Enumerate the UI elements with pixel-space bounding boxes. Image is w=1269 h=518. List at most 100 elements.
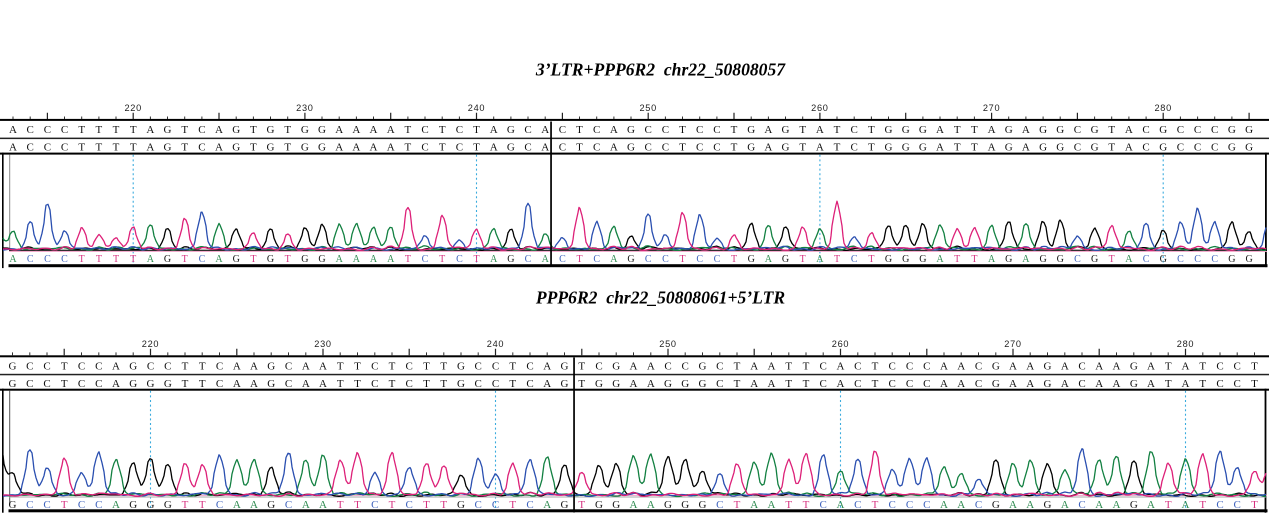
svg-text:A: A <box>233 499 241 511</box>
svg-text:G: G <box>267 124 275 136</box>
svg-text:G: G <box>164 142 172 154</box>
svg-text:G: G <box>301 124 309 136</box>
svg-text:G: G <box>595 499 603 511</box>
svg-text:A: A <box>387 254 395 265</box>
svg-text:C: C <box>906 378 913 390</box>
svg-text:C: C <box>147 361 154 373</box>
svg-text:A: A <box>1147 499 1155 511</box>
svg-text:A: A <box>543 378 551 390</box>
svg-text:C: C <box>95 378 102 390</box>
svg-text:A: A <box>302 499 310 511</box>
svg-text:T: T <box>389 378 396 390</box>
svg-text:C: C <box>923 361 930 373</box>
svg-text:G: G <box>1005 254 1012 265</box>
svg-text:G: G <box>902 254 909 265</box>
svg-text:270: 270 <box>983 103 1000 113</box>
svg-text:C: C <box>526 378 533 390</box>
svg-text:A: A <box>319 361 327 373</box>
svg-text:T: T <box>971 254 977 265</box>
svg-text:A: A <box>112 499 120 511</box>
svg-text:T: T <box>250 254 256 265</box>
svg-text:G: G <box>129 378 137 390</box>
svg-text:T: T <box>130 124 137 136</box>
svg-text:C: C <box>406 499 413 511</box>
svg-text:C: C <box>216 378 223 390</box>
svg-text:A: A <box>541 142 549 154</box>
svg-text:C: C <box>475 378 482 390</box>
svg-text:C: C <box>1234 361 1241 373</box>
svg-text:G: G <box>699 499 707 511</box>
svg-text:C: C <box>664 361 671 373</box>
svg-text:A: A <box>768 499 776 511</box>
svg-text:T: T <box>405 142 412 154</box>
svg-text:T: T <box>954 142 961 154</box>
svg-text:G: G <box>232 142 240 154</box>
svg-text:C: C <box>889 499 896 511</box>
svg-text:A: A <box>1182 378 1190 390</box>
svg-text:G: G <box>267 499 275 511</box>
svg-text:G: G <box>1160 254 1167 265</box>
svg-text:T: T <box>576 124 583 136</box>
svg-text:C: C <box>1194 124 1201 136</box>
svg-text:G: G <box>992 378 1000 390</box>
svg-text:G: G <box>992 499 1000 511</box>
svg-text:C: C <box>43 499 50 511</box>
svg-text:T: T <box>872 378 879 390</box>
svg-text:C: C <box>78 361 85 373</box>
svg-text:T: T <box>61 499 68 511</box>
svg-text:T: T <box>834 142 841 154</box>
svg-text:G: G <box>507 124 515 136</box>
svg-text:G: G <box>147 378 155 390</box>
svg-text:A: A <box>352 124 360 136</box>
svg-text:250: 250 <box>639 103 656 113</box>
svg-text:260: 260 <box>811 103 828 113</box>
svg-text:220: 220 <box>124 103 141 113</box>
svg-text:C: C <box>44 254 51 265</box>
svg-text:T: T <box>389 361 396 373</box>
svg-text:C: C <box>61 254 68 265</box>
svg-text:G: G <box>664 499 672 511</box>
svg-text:C: C <box>406 361 413 373</box>
svg-text:T: T <box>473 254 479 265</box>
svg-text:G: G <box>267 142 275 154</box>
svg-text:A: A <box>490 142 498 154</box>
svg-text:C: C <box>78 499 85 511</box>
svg-text:280: 280 <box>1154 103 1171 113</box>
svg-text:A: A <box>837 499 845 511</box>
svg-text:C: C <box>1211 124 1218 136</box>
svg-text:G: G <box>1091 124 1099 136</box>
svg-text:G: G <box>782 124 790 136</box>
svg-text:G: G <box>1159 142 1167 154</box>
svg-text:A: A <box>1125 124 1133 136</box>
svg-text:C: C <box>492 361 499 373</box>
svg-text:270: 270 <box>1004 339 1021 349</box>
svg-text:T: T <box>96 142 103 154</box>
svg-text:T: T <box>439 142 446 154</box>
svg-text:C: C <box>559 142 566 154</box>
svg-text:C: C <box>889 361 896 373</box>
svg-text:G: G <box>507 254 514 265</box>
svg-text:230: 230 <box>314 339 331 349</box>
svg-text:T: T <box>181 124 188 136</box>
svg-text:G: G <box>782 142 790 154</box>
svg-text:A: A <box>750 378 758 390</box>
svg-text:G: G <box>627 124 635 136</box>
svg-text:T: T <box>439 254 445 265</box>
svg-text:A: A <box>750 499 758 511</box>
svg-text:G: G <box>457 499 465 511</box>
svg-text:T: T <box>868 124 875 136</box>
svg-text:C: C <box>422 254 429 265</box>
svg-text:T: T <box>576 254 582 265</box>
svg-text:G: G <box>233 254 240 265</box>
svg-text:G: G <box>885 254 892 265</box>
svg-text:G: G <box>747 142 755 154</box>
svg-text:A: A <box>543 499 551 511</box>
svg-text:230: 230 <box>296 103 313 113</box>
svg-text:T: T <box>96 124 103 136</box>
svg-text:A: A <box>1026 378 1034 390</box>
svg-text:C: C <box>851 124 858 136</box>
svg-text:T: T <box>199 378 206 390</box>
svg-text:T: T <box>199 499 206 511</box>
svg-text:A: A <box>490 124 498 136</box>
svg-text:G: G <box>902 142 910 154</box>
